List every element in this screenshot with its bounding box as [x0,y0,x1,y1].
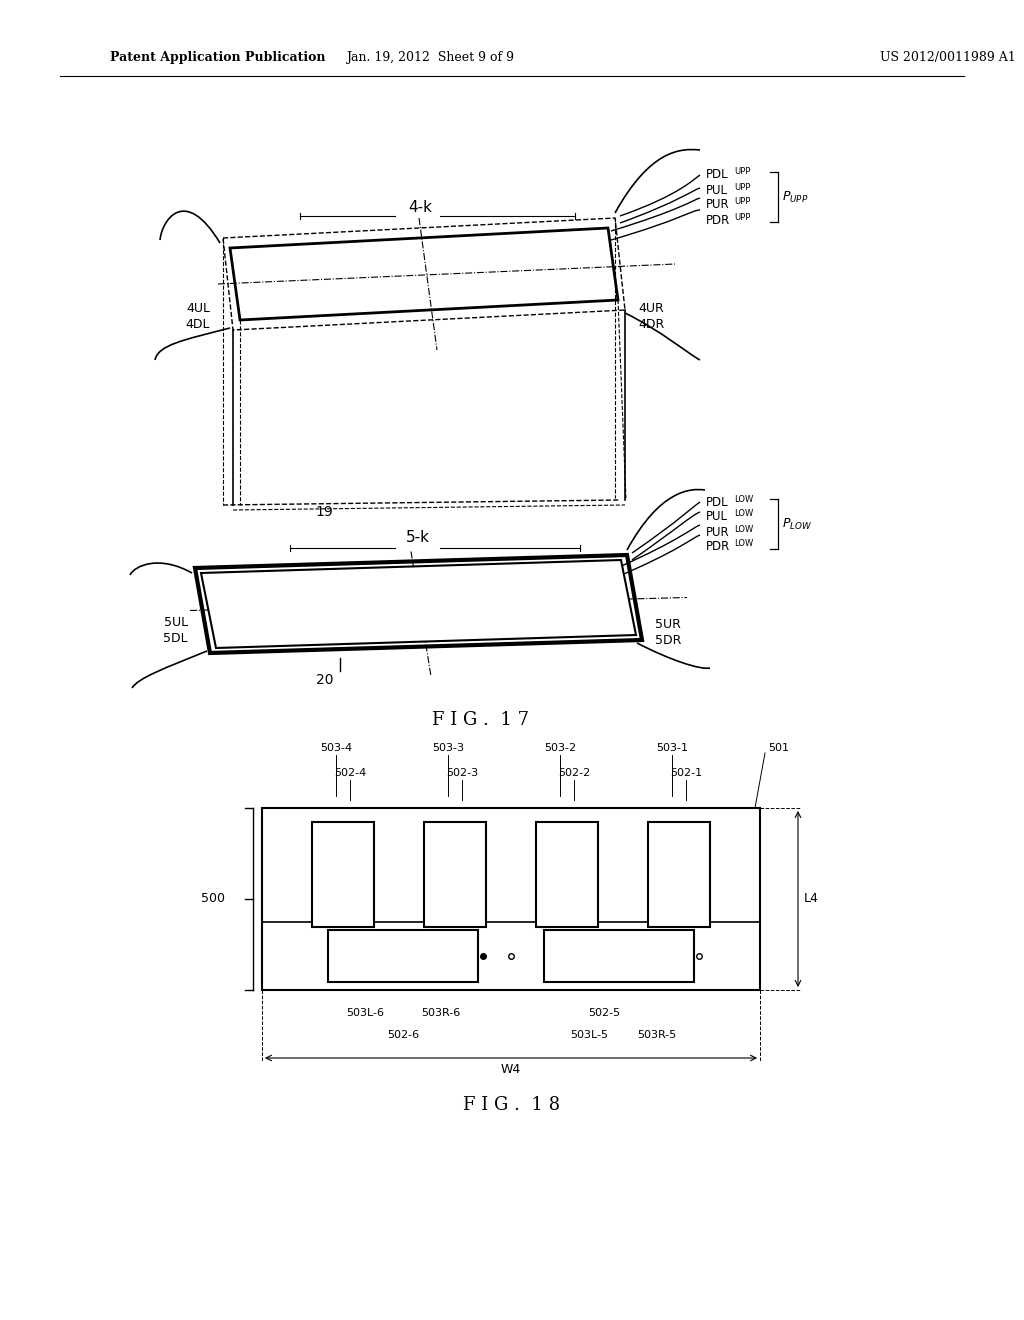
Text: 503-3: 503-3 [432,743,464,752]
Polygon shape [648,822,710,927]
Text: PDL: PDL [706,495,729,508]
Text: 502-5: 502-5 [588,1008,621,1018]
Text: LOW: LOW [734,495,754,503]
Text: PUL: PUL [706,511,728,524]
Text: 4-k: 4-k [408,199,432,214]
Polygon shape [424,822,486,927]
Text: 4UR: 4UR [638,301,664,314]
Text: PUR: PUR [706,198,730,211]
Text: Patent Application Publication: Patent Application Publication [110,51,326,65]
Text: US 2012/0011989 A1: US 2012/0011989 A1 [880,51,1016,65]
Text: 503L-6: 503L-6 [346,1008,384,1018]
Text: 503-2: 503-2 [544,743,577,752]
Text: 5UL: 5UL [164,616,188,630]
Text: 502-2: 502-2 [558,768,590,777]
Text: 503R-5: 503R-5 [637,1030,676,1040]
Text: W4: W4 [501,1063,521,1076]
Text: 20: 20 [316,673,334,686]
Text: UPP: UPP [734,168,751,177]
Polygon shape [312,822,374,927]
Text: 503R-6: 503R-6 [421,1008,460,1018]
Text: 503-1: 503-1 [656,743,688,752]
Text: UPP: UPP [734,182,751,191]
Text: 19: 19 [315,506,333,519]
Text: PUL: PUL [706,183,728,197]
Text: PDL: PDL [706,169,729,181]
Text: 5DL: 5DL [164,631,188,644]
Text: 5UR: 5UR [655,619,681,631]
Text: 4DR: 4DR [638,318,665,331]
Text: $P_{UPP}$: $P_{UPP}$ [782,190,809,205]
Text: 502-1: 502-1 [670,768,702,777]
Text: 4DL: 4DL [185,318,210,331]
Text: Jan. 19, 2012  Sheet 9 of 9: Jan. 19, 2012 Sheet 9 of 9 [346,51,514,65]
Text: 5-k: 5-k [406,531,430,545]
Text: 4UL: 4UL [186,301,210,314]
Text: PDR: PDR [706,214,730,227]
Text: 503L-5: 503L-5 [570,1030,608,1040]
Text: 502-3: 502-3 [445,768,478,777]
Text: F I G .  1 7: F I G . 1 7 [431,711,528,729]
Polygon shape [544,931,694,982]
Text: LOW: LOW [734,524,754,533]
Text: UPP: UPP [734,213,751,222]
Text: LOW: LOW [734,540,754,549]
Text: 501: 501 [768,743,790,752]
Text: PDR: PDR [706,540,730,553]
Text: UPP: UPP [734,198,751,206]
Text: 503-4: 503-4 [319,743,352,752]
Text: 500: 500 [201,892,225,906]
Text: $P_{LOW}$: $P_{LOW}$ [782,516,812,532]
Text: F I G .  1 8: F I G . 1 8 [464,1096,560,1114]
Text: L4: L4 [804,892,819,906]
Text: PUR: PUR [706,525,730,539]
Text: 502-4: 502-4 [334,768,367,777]
Text: LOW: LOW [734,510,754,519]
Polygon shape [201,560,636,648]
Polygon shape [328,931,478,982]
Text: 502-6: 502-6 [387,1030,419,1040]
Polygon shape [262,808,760,990]
Text: 5DR: 5DR [655,634,681,647]
Polygon shape [536,822,598,927]
